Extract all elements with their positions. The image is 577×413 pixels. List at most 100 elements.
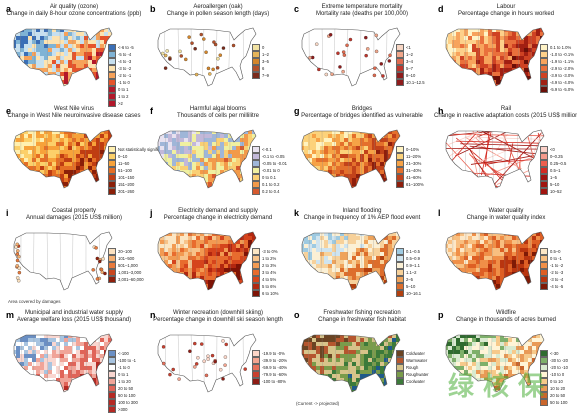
panel-note: (Current -> projected) (296, 401, 339, 406)
legend-label: 0 (262, 45, 264, 50)
panel-subtitle-text: Change in thousands of acres burned (434, 317, 577, 324)
legend-entry: 11–20% (396, 153, 432, 159)
panel-subtitle-text: Change in water quality index (434, 215, 577, 222)
legend-label: -4 to -3 (118, 59, 131, 64)
legend-label: 1,001–3,000 (118, 270, 141, 275)
legend-swatch (252, 378, 260, 385)
legend-entry: 0 to -1 (540, 255, 576, 261)
legend-label: -100 to -80% (262, 379, 286, 384)
panel-title-text: Freshwater fishing recreation (290, 310, 434, 317)
legend-swatch (396, 364, 404, 371)
legend-entry: 0.1–0.5 (396, 248, 432, 254)
legend-label: -0.1 to -0.05 (262, 154, 285, 159)
legend-swatch (396, 58, 404, 65)
legend-label: Coldwater (406, 351, 425, 356)
legend-label: 51–100 (118, 168, 132, 173)
panel-subtitle-text: Change in reactive adaptation costs (201… (434, 113, 577, 120)
legend-entry: -5 to -4 (108, 51, 144, 57)
legend-swatch (540, 350, 548, 357)
legend-swatch (108, 51, 116, 58)
legend-swatch (252, 188, 260, 195)
legend-entry: -19.9 to -0% (252, 350, 288, 356)
legend-label: -2 to -1 (118, 73, 131, 78)
legend-entry: -3 to -2 (108, 65, 144, 71)
legend-label: 21–30% (406, 161, 421, 166)
legend-label: 31–40% (406, 168, 421, 173)
panel-title: Winter recreation (downhill skiing)Perce… (146, 310, 290, 324)
legend-swatch (396, 160, 404, 167)
legend-label: 5 to 6% (262, 284, 276, 289)
legend-label: <-6 to -5 (118, 45, 134, 50)
legend-swatch (108, 72, 116, 79)
legend-label: -1 to 0 (118, 365, 130, 370)
legend-label: 0 to -1 (550, 256, 562, 261)
legend-entry: -30 to -20 (540, 357, 576, 363)
panel-title-text: Coastal property (2, 208, 146, 215)
legend-entry: 61–100% (396, 181, 432, 187)
legend-swatch (396, 51, 404, 58)
legend-swatch (108, 79, 116, 86)
legend-label: -1.0 to -0.1% (550, 52, 574, 57)
legend-swatch (108, 44, 116, 51)
legend-entry: Warmwater (396, 357, 432, 363)
legend-label: 0.5–0.9 (406, 256, 420, 261)
legend-entry: 0–0.25 (540, 153, 576, 159)
legend-swatch (108, 248, 116, 255)
legend-entry: 21–30% (396, 160, 432, 166)
legend-entry: 6 to 10% (252, 290, 288, 296)
legend-entry: 41–60% (396, 174, 432, 180)
legend-label: 3–4 (406, 59, 413, 64)
legend-swatch (108, 385, 116, 392)
legend-label: 6 (262, 66, 264, 71)
legend-swatch (252, 262, 260, 269)
legend-entry: -79.9 to -60% (252, 371, 288, 377)
legend-label: Rough (406, 365, 418, 370)
legend-label: 11–20% (406, 154, 421, 159)
legend-label: 501–1,000 (118, 263, 138, 268)
legend-label: 3,001–60,000 (118, 277, 144, 282)
legend-entry: -59.9 to -40% (252, 364, 288, 370)
legend-entry: 0 to 1 (108, 371, 144, 377)
legend-entry: 11–50 (108, 160, 144, 166)
legend-label: 1 to 20 (118, 379, 131, 384)
map-legend: 0.1 to 1.0%-1.0 to -0.1%-1.9 to -1.1%-2.… (540, 44, 576, 93)
legend-label: 5–10 (550, 182, 559, 187)
legend-swatch (252, 371, 260, 378)
legend-label: 101–500 (118, 256, 134, 261)
us-map (296, 122, 406, 194)
legend-label: 0.1 to 0.2 (262, 182, 279, 187)
legend-swatch (252, 350, 260, 357)
legend-entry: 5–7 (396, 65, 432, 71)
panel-subtitle-text: Percentage change in electricity demand (146, 215, 290, 222)
legend-swatch (396, 371, 404, 378)
legend-label: -1 to -2 (550, 263, 563, 268)
legend-entry: 0 to 1 (108, 86, 144, 92)
legend-swatch (396, 262, 404, 269)
legend-label: <-100 (118, 351, 129, 356)
panel-subtitle-text: Change in West Nile neuroinvasive diseas… (2, 113, 146, 120)
legend-entry: >300 (108, 406, 144, 412)
legend-swatch (252, 276, 260, 283)
legend-label: 50 to 100 (118, 393, 135, 398)
legend-label: 151–200 (118, 182, 134, 187)
panel-title: Air quality (ozone)Change in daily 8-hou… (2, 4, 146, 18)
legend-label: 11–50 (118, 161, 129, 166)
legend-swatch (252, 181, 260, 188)
panel-subtitle-text: Average welfare loss (2015 US$ thousand) (2, 317, 146, 324)
legend-entry: <0 (540, 146, 576, 152)
us-map (296, 224, 406, 296)
panel-note: Area covered by damages (8, 299, 61, 304)
legend-swatch (108, 378, 116, 385)
legend-swatch (108, 160, 116, 167)
legend-label: 0.25–0.5 (550, 161, 566, 166)
panel-subtitle-text: Mortality rate (deaths per 100,000) (290, 11, 434, 18)
legend-swatch (108, 392, 116, 399)
